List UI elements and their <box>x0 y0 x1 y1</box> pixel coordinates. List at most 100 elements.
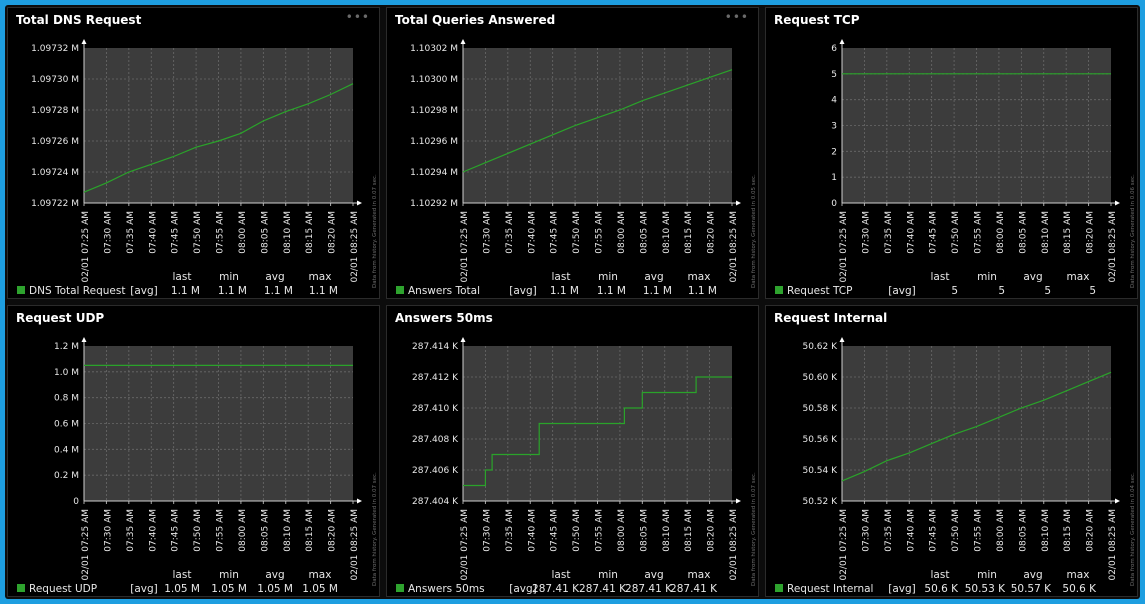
x-tick-label: 08:20 AM <box>328 211 338 254</box>
y-tick-label: 1.10298 M <box>410 106 458 116</box>
legend-aggregation: [avg] <box>888 583 916 595</box>
panel-menu-icon[interactable]: ••• <box>345 10 370 24</box>
y-axis-arrow-icon <box>460 337 466 342</box>
x-tick-label: 08:05 AM <box>260 509 270 552</box>
panel-title: Request Internal <box>774 311 888 325</box>
legend-aggregation: [avg] <box>130 285 158 297</box>
chart-answers-50ms: 02/01 07:25 AM 07:30 AM 07:35 AM 07:40 AM 07… <box>396 337 757 595</box>
legend-stat-value: 287.41 K <box>670 583 718 595</box>
y-tick-label: 2 <box>831 147 837 157</box>
stat-header: max <box>1067 271 1090 283</box>
y-tick-label: 50.60 K <box>802 373 838 383</box>
legend-stat-value: 1.05 M <box>257 583 293 595</box>
x-tick-label: 08:10 AM <box>1041 509 1051 552</box>
x-tick-label: 07:40 AM <box>906 211 916 254</box>
legend-aggregation: [avg] <box>888 285 916 297</box>
x-tick-label: 07:35 AM <box>505 211 515 254</box>
legend-stat-value: 50.53 K <box>965 583 1006 595</box>
x-tick-label: 07:50 AM <box>572 509 582 552</box>
x-tick-label: 07:55 AM <box>595 509 605 552</box>
y-tick-label: 0.8 M <box>54 394 79 404</box>
legend-stat-value: 1.1 M <box>643 285 672 297</box>
y-tick-label: 1.0 M <box>54 368 79 378</box>
legend-aggregation: [avg] <box>509 285 537 297</box>
x-tick-label: 08:05 AM <box>639 509 649 552</box>
panel-total-dns-request: 02/01 07:25 AM 07:30 AM 07:35 AM 07:40 AM 07… <box>7 7 380 299</box>
y-tick-label: 1.10294 M <box>410 168 458 178</box>
dashboard: 02/01 07:25 AM 07:30 AM 07:35 AM 07:40 AM 07… <box>5 5 1140 599</box>
x-tick-label: 07:55 AM <box>595 211 605 254</box>
panel-title: Total DNS Request <box>16 13 142 27</box>
x-tick-label: 08:05 AM <box>1018 211 1028 254</box>
x-tick-label: 07:45 AM <box>550 211 560 254</box>
x-axis-arrow-icon <box>1115 498 1120 504</box>
legend-stat-value: 1.1 M <box>171 285 200 297</box>
stat-header: avg <box>1023 271 1042 283</box>
y-axis-arrow-icon <box>839 39 845 44</box>
y-axis-arrow-icon <box>81 39 87 44</box>
x-tick-label: 08:15 AM <box>1063 211 1073 254</box>
x-tick-label: 07:50 AM <box>193 509 203 552</box>
x-tick-label: 02/01 08:25 AM <box>350 211 360 283</box>
panel-menu-icon[interactable]: ••• <box>724 10 749 24</box>
y-tick-label: 1.09722 M <box>31 199 79 209</box>
y-axis-arrow-icon <box>839 337 845 342</box>
legend-stat-value: 287.41 K <box>625 583 673 595</box>
legend-stat-value: 5 <box>1089 285 1096 297</box>
y-tick-label: 1.09732 M <box>31 44 79 54</box>
chart-total-dns-request: 02/01 07:25 AM 07:30 AM 07:35 AM 07:40 AM 07… <box>17 39 378 297</box>
chart-request-internal: 02/01 07:25 AM 07:30 AM 07:35 AM 07:40 AM 07… <box>775 337 1136 595</box>
y-tick-label: 3 <box>831 122 837 132</box>
legend-swatch <box>775 286 783 294</box>
x-tick-label: 08:20 AM <box>707 509 717 552</box>
y-tick-label: 287.404 K <box>412 497 459 507</box>
y-tick-label: 1.09730 M <box>31 75 79 85</box>
stat-header: max <box>688 569 711 581</box>
legend-series-name: DNS Total Request <box>29 285 125 297</box>
x-tick-label: 02/01 08:25 AM <box>729 211 739 283</box>
legend-stat-value: 1.1 M <box>597 285 626 297</box>
x-tick-label: 08:15 AM <box>305 509 315 552</box>
stat-header: last <box>931 271 950 283</box>
x-tick-label: 02/01 07:25 AM <box>460 509 470 581</box>
panel-title: Answers 50ms <box>395 311 493 325</box>
y-tick-label: 0.2 M <box>54 471 79 481</box>
legend-series-name: Answers 50ms <box>408 583 485 595</box>
x-tick-label: 07:40 AM <box>906 509 916 552</box>
x-tick-label: 07:40 AM <box>527 509 537 552</box>
x-tick-label: 08:10 AM <box>283 509 293 552</box>
legend-stat-value: 5 <box>998 285 1005 297</box>
x-tick-label: 02/01 07:25 AM <box>81 211 91 283</box>
x-tick-label: 07:55 AM <box>974 211 984 254</box>
stat-header: last <box>552 569 571 581</box>
legend-aggregation: [avg] <box>509 583 537 595</box>
x-axis-arrow-icon <box>736 498 741 504</box>
series-line <box>463 376 732 487</box>
legend-series-name: Answers Total <box>408 285 480 297</box>
legend-swatch <box>396 286 404 294</box>
legend-swatch <box>775 584 783 592</box>
y-tick-label: 0 <box>831 199 837 209</box>
panel-title: Request UDP <box>16 311 105 325</box>
x-tick-label: 08:05 AM <box>1018 509 1028 552</box>
y-tick-label: 1.2 M <box>54 342 79 352</box>
x-tick-label: 02/01 08:25 AM <box>729 509 739 581</box>
stat-header: min <box>977 271 997 283</box>
x-tick-label: 08:10 AM <box>662 211 672 254</box>
series-line <box>841 371 1112 482</box>
x-tick-label: 07:45 AM <box>550 509 560 552</box>
x-tick-label: 02/01 08:25 AM <box>1108 211 1118 283</box>
legend-swatch <box>17 286 25 294</box>
side-note: Data from history. Generated in 0.07 sec… <box>372 472 378 586</box>
side-note: Data from history. Generated in 0.05 sec… <box>751 174 757 288</box>
x-tick-label: 02/01 07:25 AM <box>839 509 849 581</box>
x-tick-label: 08:00 AM <box>617 509 627 552</box>
x-tick-label: 08:00 AM <box>238 509 248 552</box>
x-axis-arrow-icon <box>357 200 362 206</box>
stat-header: min <box>219 569 239 581</box>
x-tick-label: 08:10 AM <box>1041 211 1051 254</box>
y-tick-label: 1.10296 M <box>410 137 458 147</box>
y-tick-label: 5 <box>831 70 837 80</box>
x-tick-label: 07:30 AM <box>103 211 113 254</box>
legend-stat-value: 1.1 M <box>309 285 338 297</box>
